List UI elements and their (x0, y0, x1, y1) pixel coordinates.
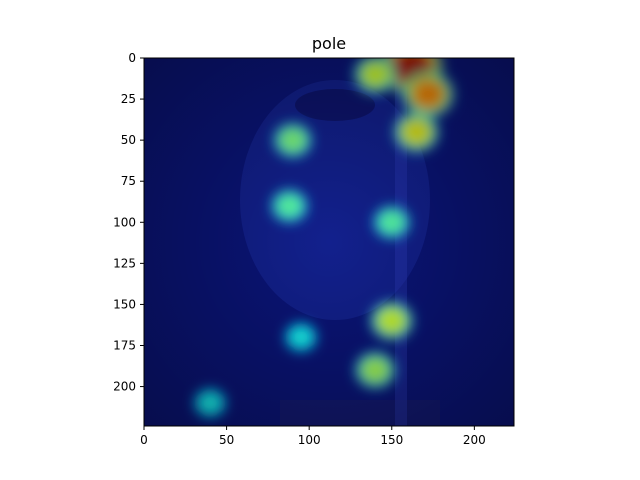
y-tick-label: 125 (113, 256, 136, 270)
y-tick-label: 25 (121, 92, 136, 106)
x-tick-label: 50 (219, 433, 234, 447)
y-tick-label: 100 (113, 215, 136, 229)
y-tick-label: 50 (121, 133, 136, 147)
vignette-overlay (144, 58, 514, 426)
y-tick-label: 0 (128, 51, 136, 65)
x-tick-label: 100 (298, 433, 321, 447)
heatmap-image (144, 58, 514, 426)
y-tick-label: 150 (113, 297, 136, 311)
x-tick-label: 0 (140, 433, 148, 447)
chart-title: pole (312, 34, 346, 53)
y-axis: 0 25 50 75 100 125 150 175 200 (113, 51, 144, 394)
x-axis: 0 50 100 150 200 (140, 426, 486, 447)
x-tick-label: 200 (463, 433, 486, 447)
y-tick-label: 200 (113, 380, 136, 394)
y-tick-label: 75 (121, 174, 136, 188)
y-tick-label: 175 (113, 339, 136, 353)
plot-frame (143, 57, 515, 427)
x-tick-label: 150 (380, 433, 403, 447)
